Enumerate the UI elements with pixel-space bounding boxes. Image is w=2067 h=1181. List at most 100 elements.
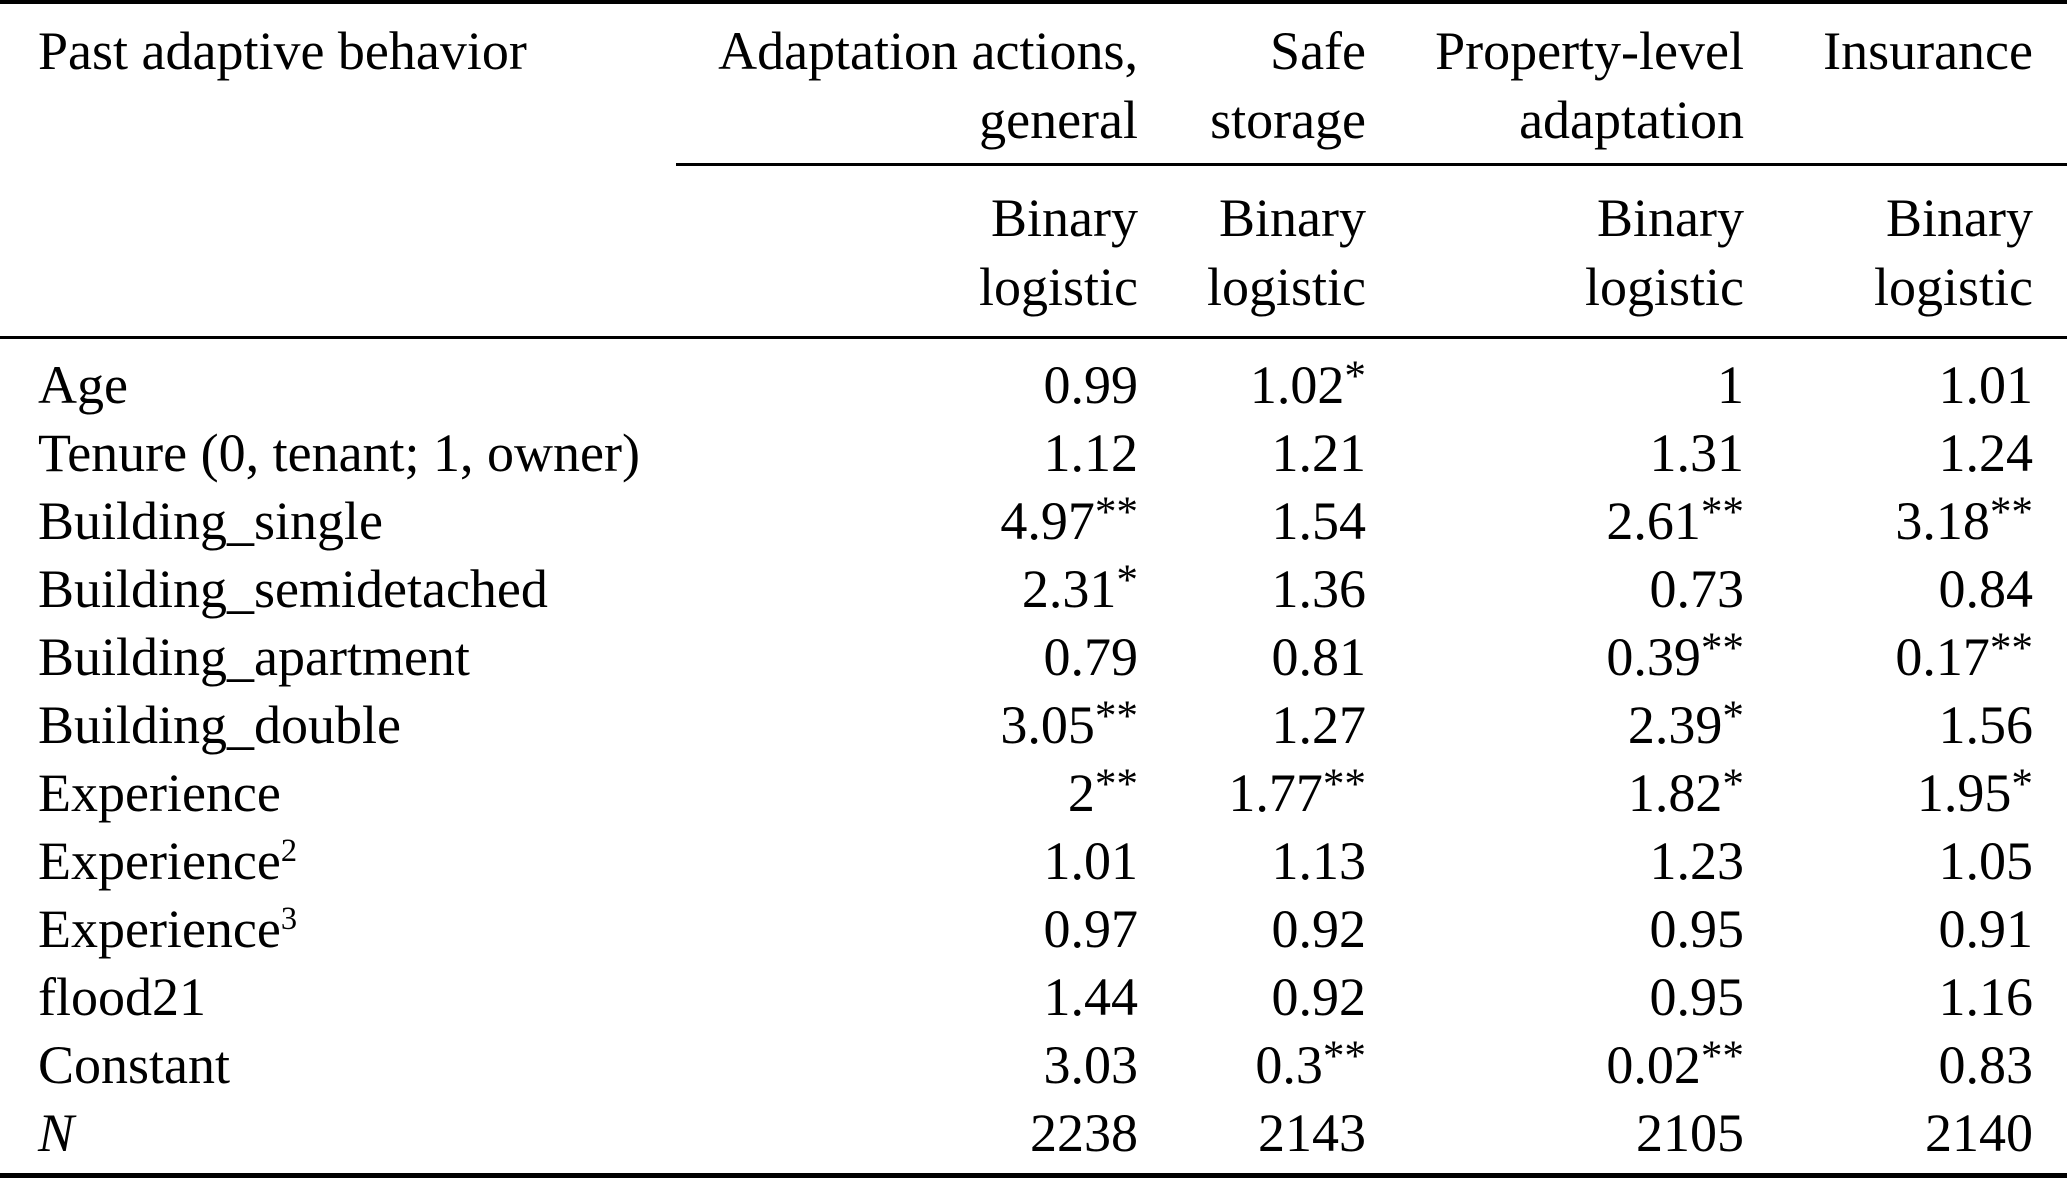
row-label-text: N	[38, 1103, 75, 1163]
subheader-line2: logistic	[1874, 257, 2033, 317]
col-group-line2: general	[979, 90, 1138, 150]
odds-ratio-value: 0.92	[1271, 899, 1367, 959]
odds-ratio-value: 3.05	[1000, 695, 1095, 755]
table-row: Experience2 1.01 1.13 1.23 1.05	[0, 827, 2067, 895]
value-cell: 0.81	[1138, 623, 1367, 691]
row-label: flood21	[0, 963, 676, 1031]
col-group-line2: storage	[1210, 90, 1366, 150]
row-label-exponent: 3	[280, 901, 298, 938]
odds-ratio-value: 0.79	[1043, 627, 1139, 687]
value-cell: 1.82*	[1366, 759, 1744, 827]
odds-ratio-value: 1.31	[1649, 423, 1745, 483]
significance-stars: **	[1322, 1033, 1366, 1081]
odds-ratio-value: 1.95	[1916, 763, 2012, 823]
odds-ratio-value: 1.56	[1938, 695, 2034, 755]
value-cell: 1.31	[1366, 419, 1745, 487]
row-label: Building_single	[0, 487, 676, 555]
odds-ratio-value: 1.77	[1228, 763, 1323, 823]
subheader-line1: Binary	[1886, 188, 2033, 248]
odds-ratio-value: 2.61	[1606, 491, 1701, 551]
row-label-text: Constant	[38, 1035, 231, 1095]
subheader-binary-logistic-1: Binary logistic	[676, 166, 1138, 339]
row-label-text: Experience	[38, 763, 281, 823]
row-label-text: Building_semidetached	[38, 559, 548, 619]
subheader-row: Binary logistic Binary logistic Binary l…	[0, 166, 2067, 339]
row-label: Age	[0, 339, 676, 419]
value-cell: 1.95*	[1744, 759, 2067, 827]
significance-stars: *	[1116, 557, 1138, 605]
odds-ratio-value: 3.03	[1043, 1035, 1139, 1095]
odds-ratio-value: 1.54	[1271, 491, 1367, 551]
row-label: Building_semidetached	[0, 555, 676, 623]
row-label-text: Tenure (0, tenant; 1, owner)	[38, 423, 640, 483]
odds-ratio-value: 0.95	[1649, 899, 1745, 959]
table-row: Experience3 0.97 0.92 0.95 0.91	[0, 895, 2067, 963]
odds-ratio-value: 2	[1067, 763, 1095, 823]
value-cell: 4.97**	[676, 487, 1138, 555]
table-row: Building_double 3.05** 1.27 2.39* 1.56	[0, 691, 2067, 759]
row-label-text: Building_single	[38, 491, 384, 551]
value-cell: 1.21	[1138, 419, 1367, 487]
significance-stars: **	[1094, 693, 1138, 741]
table-row: Building_semidetached 2.31* 1.36 0.73 0.…	[0, 555, 2067, 623]
significance-stars: **	[1700, 625, 1744, 673]
value-cell: 2140	[1744, 1099, 2067, 1178]
odds-ratio-value: 0.81	[1271, 627, 1367, 687]
table-row: Experience 2** 1.77** 1.82* 1.95*	[0, 759, 2067, 827]
col-group-safe-storage: Safe storage	[1138, 0, 1366, 166]
subheader-line1: Binary	[1597, 188, 1744, 248]
value-cell: 2.61**	[1366, 487, 1744, 555]
row-label-text: Building_double	[38, 695, 401, 755]
odds-ratio-value: 1.27	[1271, 695, 1367, 755]
row-label: Building_double	[0, 691, 676, 759]
odds-ratio-value: 0.17	[1895, 627, 1990, 687]
value-cell: 0.95	[1366, 963, 1745, 1031]
row-label: Tenure (0, tenant; 1, owner)	[0, 419, 676, 487]
significance-stars: **	[1700, 489, 1744, 537]
odds-ratio-value: 1.23	[1649, 831, 1745, 891]
value-cell: 0.91	[1744, 895, 2067, 963]
value-cell: 1.44	[676, 963, 1139, 1031]
value-cell: 0.79	[676, 623, 1139, 691]
odds-ratio-value: 1.12	[1043, 423, 1139, 483]
subheader-line1: Binary	[1219, 188, 1366, 248]
table-body: Age 0.99 1.02* 1 1.01 Tenure (0, tenant;…	[0, 339, 2067, 1178]
odds-ratio-value: 0.39	[1606, 627, 1701, 687]
value-cell: 1.12	[676, 419, 1139, 487]
value-cell: 1.01	[676, 827, 1139, 895]
odds-ratio-value: 1.36	[1271, 559, 1367, 619]
odds-ratio-value: 1.13	[1271, 831, 1367, 891]
value-cell: 0.17**	[1744, 623, 2067, 691]
value-cell: 0.73	[1366, 555, 1745, 623]
value-cell: 1.13	[1138, 827, 1367, 895]
subheader-line1: Binary	[991, 188, 1138, 248]
value-cell: 0.83	[1744, 1031, 2067, 1099]
value-cell: 1	[1366, 339, 1744, 419]
value-cell: 1.01	[1744, 339, 2067, 419]
group-header-row: Past adaptive behavior Adaptation action…	[0, 0, 2067, 339]
value-cell: 2**	[676, 759, 1138, 827]
odds-ratio-value: 0.3	[1255, 1035, 1323, 1095]
value-cell: 2105	[1366, 1099, 1744, 1178]
row-label-text: Building_apartment	[38, 627, 470, 687]
value-cell: 0.92	[1138, 895, 1367, 963]
value-cell: 0.97	[676, 895, 1139, 963]
value-cell: 0.02**	[1366, 1031, 1744, 1099]
odds-ratio-value: 0.97	[1043, 899, 1139, 959]
significance-stars: *	[2011, 761, 2033, 809]
value-cell: 3.03	[676, 1031, 1139, 1099]
value-cell: 1.54	[1138, 487, 1367, 555]
stub-header: Past adaptive behavior	[0, 0, 676, 339]
col-group-line1: Insurance	[1823, 21, 2033, 81]
odds-ratio-value: 0.73	[1649, 559, 1745, 619]
value-cell: 2143	[1138, 1099, 1366, 1178]
table-row: Building_single 4.97** 1.54 2.61** 3.18*…	[0, 487, 2067, 555]
odds-ratio-value: 1.01	[1938, 355, 2034, 415]
odds-ratio-value: 2143	[1258, 1103, 1366, 1163]
row-label: Constant	[0, 1031, 676, 1099]
odds-ratio-value: 2.31	[1021, 559, 1117, 619]
col-group-adaptation-actions-general: Adaptation actions, general	[676, 0, 1138, 166]
table-row: Tenure (0, tenant; 1, owner) 1.12 1.21 1…	[0, 419, 2067, 487]
odds-ratio-value: 1.24	[1938, 423, 2034, 483]
odds-ratio-value: 1.44	[1043, 967, 1139, 1027]
